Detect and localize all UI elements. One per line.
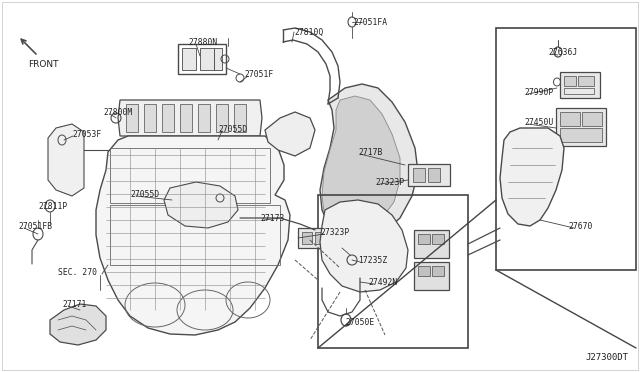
Text: 27990P: 27990P (524, 88, 553, 97)
Text: J27300DT: J27300DT (585, 353, 628, 362)
Bar (564, 76, 576, 86)
Bar (414, 230, 449, 258)
Bar (556, 108, 606, 146)
Text: 27171: 27171 (62, 300, 86, 309)
Text: 27800M: 27800M (103, 108, 132, 117)
Bar (110, 205, 280, 265)
Bar (178, 44, 226, 74)
Bar (302, 232, 312, 244)
Text: 27051FB: 27051FB (18, 222, 52, 231)
Text: 27055D: 27055D (130, 190, 159, 199)
Bar (200, 48, 214, 70)
Bar (408, 164, 450, 186)
Text: 27323P: 27323P (320, 228, 349, 237)
Polygon shape (48, 124, 84, 196)
Bar (418, 266, 430, 276)
Polygon shape (96, 136, 290, 335)
Polygon shape (500, 128, 564, 226)
Bar (180, 104, 192, 132)
Text: 27050E: 27050E (345, 318, 374, 327)
Bar (560, 112, 580, 126)
Bar (560, 72, 600, 98)
Bar (578, 76, 594, 86)
Polygon shape (322, 96, 400, 232)
Polygon shape (265, 112, 315, 156)
Text: 27670: 27670 (568, 222, 593, 231)
Polygon shape (164, 182, 238, 228)
Bar (564, 88, 594, 94)
Bar (414, 262, 449, 290)
Text: 27810Q: 27810Q (294, 28, 323, 37)
Bar (298, 228, 338, 248)
Bar (582, 112, 602, 126)
Text: 27880N: 27880N (188, 38, 217, 47)
Bar (413, 168, 425, 182)
Bar (432, 266, 444, 276)
Text: 27450U: 27450U (524, 118, 553, 127)
Text: 27636J: 27636J (548, 48, 577, 57)
Bar (318, 195, 468, 348)
Text: SEC. 270: SEC. 270 (58, 268, 97, 277)
Text: FRONT: FRONT (28, 60, 58, 69)
Bar (428, 168, 440, 182)
Polygon shape (50, 304, 106, 345)
Bar (214, 48, 222, 70)
Text: 27492N: 27492N (368, 278, 397, 287)
Bar (162, 104, 174, 132)
Polygon shape (118, 100, 262, 136)
Bar (182, 48, 196, 70)
Bar (315, 232, 325, 244)
Polygon shape (320, 84, 418, 242)
Bar (560, 128, 602, 142)
Text: 27051FA: 27051FA (353, 18, 387, 27)
Bar (496, 28, 636, 270)
Bar (418, 234, 430, 244)
Bar (126, 104, 138, 132)
Bar (432, 234, 444, 244)
Bar (198, 104, 210, 132)
Text: 27053F: 27053F (72, 130, 101, 139)
Text: 2717B: 2717B (358, 148, 382, 157)
Polygon shape (320, 200, 408, 292)
Bar (144, 104, 156, 132)
Bar (110, 148, 270, 203)
Text: 27811P: 27811P (38, 202, 67, 211)
Text: 27323P: 27323P (375, 178, 404, 187)
Bar (216, 104, 228, 132)
Text: 17235Z: 17235Z (358, 256, 387, 265)
Text: 27051F: 27051F (244, 70, 273, 79)
Text: 27055D: 27055D (218, 125, 247, 134)
Text: 27173: 27173 (260, 214, 284, 223)
Bar (234, 104, 246, 132)
